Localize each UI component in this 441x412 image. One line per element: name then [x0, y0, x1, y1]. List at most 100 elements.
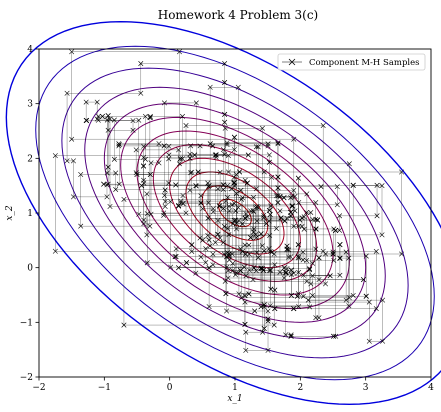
- sample-point: [374, 213, 380, 219]
- sample-point: [266, 152, 272, 158]
- sample-point: [101, 181, 107, 187]
- sample-point: [300, 272, 306, 278]
- sample-point: [222, 119, 228, 125]
- sample-point: [272, 262, 278, 268]
- sample-point: [193, 100, 199, 106]
- sample-point: [222, 278, 228, 284]
- sample-point: [295, 291, 301, 297]
- sample-point: [176, 265, 182, 271]
- sample-point: [337, 272, 343, 278]
- sample-point: [295, 242, 301, 248]
- sample-point: [239, 248, 245, 254]
- sample-point: [399, 251, 405, 257]
- sample-point: [144, 211, 150, 217]
- sample-point: [180, 200, 186, 206]
- sample-point: [250, 207, 256, 213]
- sample-point: [187, 187, 193, 193]
- sample-point: [213, 154, 219, 160]
- sample-point: [275, 185, 281, 191]
- sample-point: [346, 295, 352, 301]
- sample-point: [295, 253, 301, 259]
- sample-point: [231, 180, 237, 186]
- sample-point: [268, 203, 274, 209]
- sample-point: [288, 254, 294, 260]
- sample-point: [242, 242, 248, 248]
- sample-point: [331, 257, 337, 264]
- x-tick-label: −1: [98, 383, 111, 393]
- sample-point: [69, 49, 75, 55]
- sample-point: [206, 265, 212, 271]
- sample-point: [251, 265, 257, 271]
- legend-marker: [288, 58, 296, 66]
- sample-point: [242, 177, 248, 183]
- sample-point: [198, 200, 204, 206]
- sample-point: [99, 113, 105, 119]
- sample-point: [269, 249, 275, 255]
- density-contour: [201, 185, 269, 241]
- x-axis: −2 −1 0 1 2 3 4: [32, 377, 434, 393]
- sample-point: [156, 141, 162, 147]
- sample-point: [243, 211, 249, 217]
- sample-point: [105, 181, 111, 187]
- sample-point: [278, 215, 284, 221]
- sample-point: [205, 215, 211, 221]
- sample-point: [272, 306, 278, 312]
- sample-point: [295, 175, 301, 181]
- sample-point: [212, 240, 218, 246]
- sample-point: [70, 194, 76, 200]
- legend-box: [277, 53, 426, 71]
- sample-point: [189, 169, 195, 175]
- sample-point: [144, 191, 150, 197]
- sample-point: [288, 292, 294, 298]
- sample-point: [304, 191, 310, 197]
- sample-point: [225, 268, 231, 274]
- sample-point: [161, 143, 167, 149]
- sample-point: [200, 237, 206, 243]
- sample-point: [327, 273, 333, 279]
- sample-point: [94, 99, 100, 105]
- sample-point: [173, 182, 179, 188]
- sample-point: [222, 79, 228, 85]
- x-axis-label: x_1: [227, 394, 242, 404]
- sample-point: [141, 221, 147, 227]
- sample-point: [360, 277, 366, 283]
- sample-point: [258, 266, 264, 272]
- sample-point: [313, 226, 319, 232]
- sample-point: [166, 143, 172, 149]
- sample-point: [226, 203, 232, 209]
- sample-point: [141, 163, 147, 169]
- sample-point: [95, 113, 101, 119]
- sample-point: [121, 322, 127, 328]
- sample-point: [282, 218, 288, 224]
- sample-point: [168, 198, 174, 205]
- sample-point: [83, 99, 89, 105]
- sample-point: [207, 243, 213, 249]
- sample-point: [251, 229, 257, 235]
- sample-point: [147, 115, 153, 121]
- sample-point: [215, 231, 221, 237]
- sample-point: [337, 255, 343, 261]
- sample-point: [166, 180, 172, 186]
- sample-point: [242, 299, 248, 305]
- sample-point: [296, 199, 302, 206]
- sample-point: [373, 248, 379, 254]
- sample-point: [105, 113, 111, 119]
- sample-point: [210, 251, 216, 257]
- sample-point: [266, 246, 272, 252]
- sample-point: [281, 195, 287, 201]
- sample-point: [273, 226, 280, 232]
- sample-point: [206, 304, 212, 310]
- sample-point: [220, 147, 226, 153]
- sample-point: [283, 270, 289, 276]
- sample-point: [296, 255, 302, 261]
- sample-point: [206, 183, 212, 189]
- sample-point: [259, 125, 265, 131]
- sample-point: [346, 255, 352, 261]
- sample-point: [289, 203, 295, 209]
- sample-point: [301, 226, 307, 232]
- sample-point: [255, 255, 261, 261]
- density-contour: [84, 86, 386, 340]
- sample-point: [322, 251, 329, 257]
- sample-point: [193, 183, 199, 189]
- sample-point: [113, 170, 119, 176]
